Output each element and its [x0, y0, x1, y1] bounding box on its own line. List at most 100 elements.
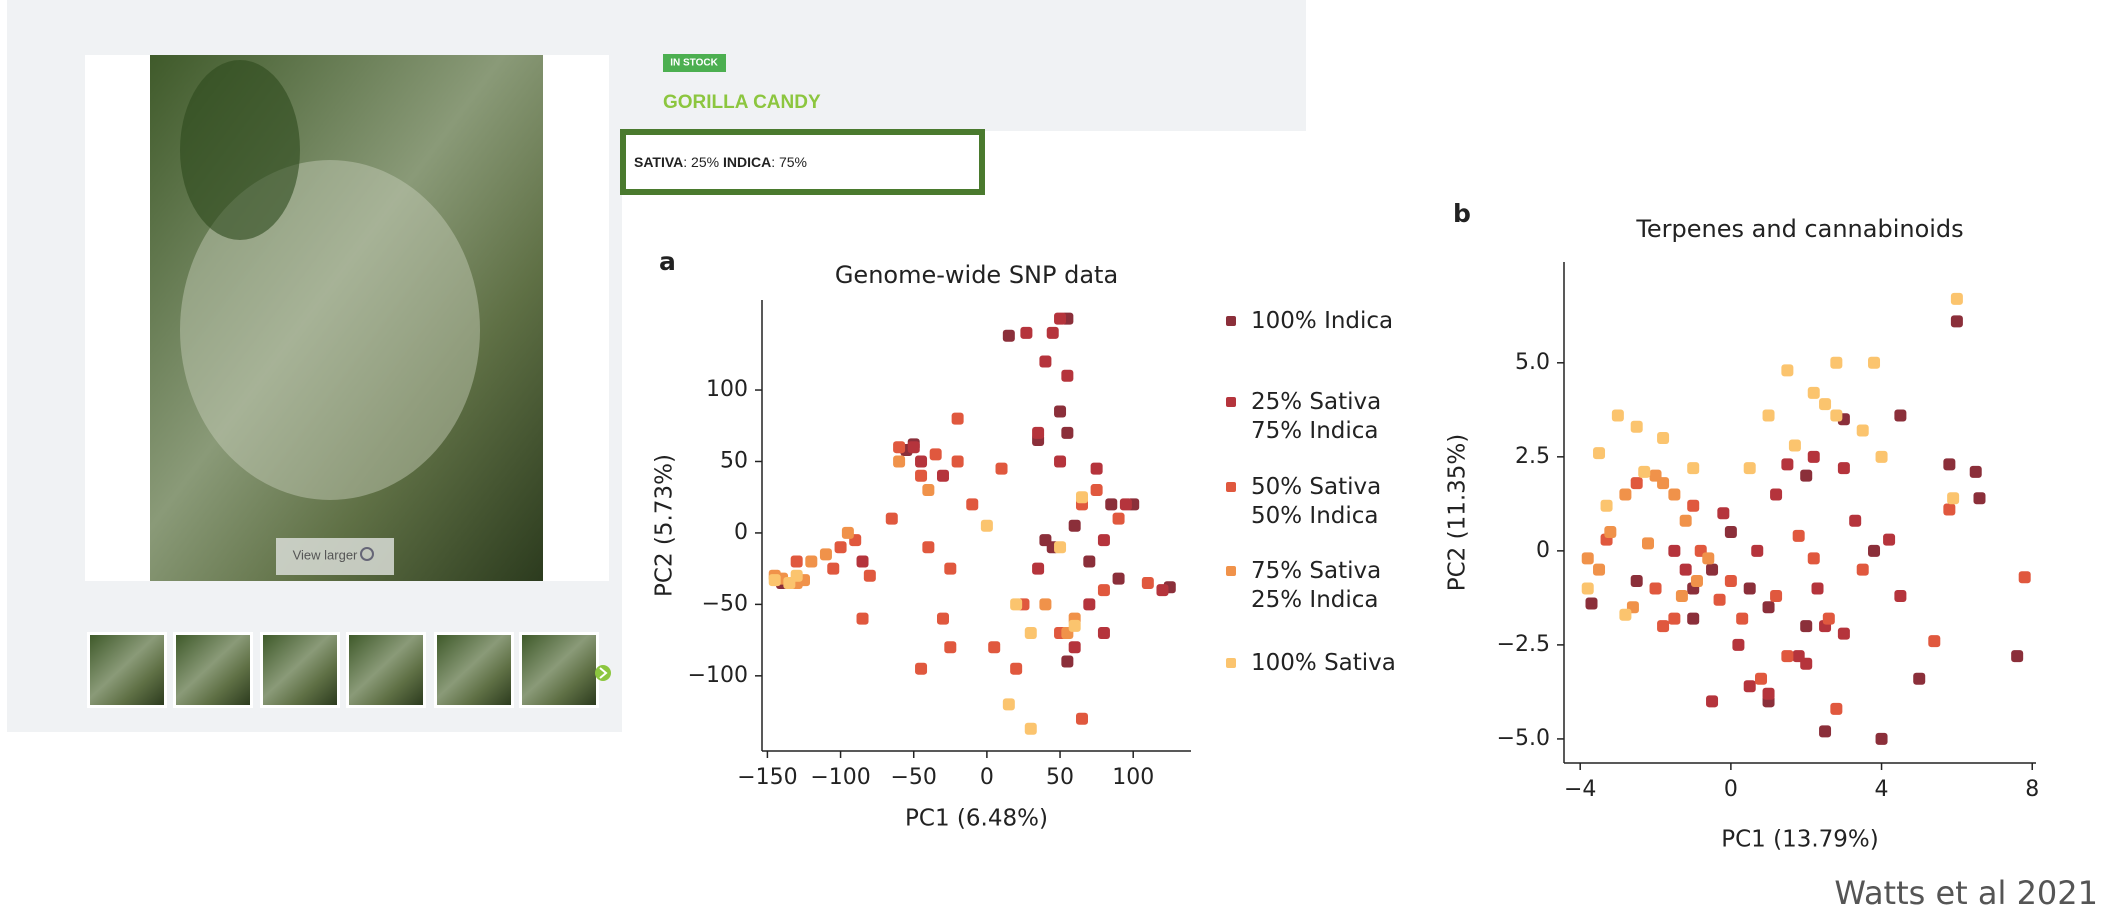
y-tick-label: 5.0 — [1515, 350, 1550, 375]
point — [929, 448, 942, 461]
point — [1611, 409, 1624, 422]
point — [1054, 455, 1067, 468]
y-tick-label: −2.5 — [1497, 632, 1550, 657]
point — [1868, 356, 1881, 369]
legend-label: 100% Indica — [1251, 308, 1393, 334]
point — [1947, 492, 1960, 505]
legend-label: 50% Sativa 50% Indica — [1251, 474, 1381, 529]
point — [1083, 598, 1096, 611]
indica-value: : 75% — [771, 154, 807, 170]
thumbnail — [437, 635, 511, 705]
point — [805, 555, 818, 568]
point — [951, 412, 964, 425]
point — [893, 441, 906, 454]
point — [1068, 641, 1081, 654]
point — [1969, 465, 1982, 478]
view-larger-button[interactable] — [276, 538, 394, 575]
y-tick-label: 100 — [706, 377, 748, 402]
y-axis-label: PC2 (5.73%) — [652, 454, 678, 597]
point — [1061, 655, 1074, 668]
point — [1875, 450, 1888, 463]
point — [1751, 544, 1764, 557]
point — [1668, 488, 1681, 501]
y-axis-label: PC2 (11.35%) — [1445, 434, 1471, 592]
y-tick-label: −5.0 — [1497, 726, 1550, 751]
point — [1724, 574, 1737, 587]
point — [1894, 590, 1907, 602]
point — [1083, 555, 1096, 568]
point — [856, 555, 869, 568]
thumbnails — [87, 632, 599, 708]
legend-label: 100% Sativa — [1251, 650, 1396, 676]
credit: Watts et al 2021 — [1834, 874, 2098, 912]
point — [1593, 447, 1606, 460]
x-tick-label: −100 — [810, 765, 870, 790]
y-tick-label: 0 — [734, 520, 748, 545]
point — [1800, 620, 1813, 633]
x-tick-label: 4 — [1875, 777, 1889, 802]
point — [951, 455, 964, 468]
thumbnail — [263, 635, 337, 705]
point — [1604, 526, 1617, 539]
sativa-label: SATIVA — [634, 154, 683, 170]
y-tick-label: −100 — [688, 663, 748, 688]
point — [1642, 537, 1655, 550]
point — [1002, 329, 1015, 342]
point — [1679, 514, 1692, 527]
point — [1770, 590, 1783, 602]
point — [988, 641, 1001, 654]
point — [1112, 512, 1125, 525]
product-name: GORILLA CANDY — [663, 92, 821, 113]
point — [1068, 519, 1081, 532]
point — [819, 548, 832, 561]
point — [1973, 492, 1986, 505]
point — [1075, 491, 1088, 504]
legend-marker — [1226, 482, 1236, 492]
sativa-value: : 25% — [683, 154, 723, 170]
point — [980, 519, 993, 532]
thumbnail — [176, 635, 250, 705]
point — [1856, 563, 1869, 576]
point — [922, 484, 935, 497]
next-arrow[interactable] — [595, 665, 611, 681]
point — [1770, 488, 1783, 501]
point — [995, 462, 1008, 475]
point — [1928, 635, 1941, 648]
panel-label: a — [659, 247, 676, 276]
view-larger-text: View larger — [293, 547, 358, 562]
legend-marker — [1226, 316, 1236, 326]
thumbnail — [90, 635, 164, 705]
point — [966, 498, 979, 511]
photo-highlight — [180, 160, 480, 500]
point — [1679, 563, 1692, 576]
point — [790, 555, 803, 568]
legend-marker — [1226, 566, 1236, 576]
x-tick-label: 100 — [1112, 765, 1154, 790]
point — [1090, 484, 1103, 497]
point — [1061, 369, 1074, 382]
point — [1913, 672, 1926, 685]
chart-title: Genome-wide SNP data — [835, 261, 1118, 289]
point — [1061, 426, 1074, 439]
point — [790, 569, 803, 582]
point — [1630, 574, 1643, 587]
x-axis-label: PC1 (13.79%) — [1721, 827, 1879, 853]
point — [1075, 712, 1088, 725]
point — [1883, 533, 1896, 546]
point — [944, 562, 957, 575]
indica-label: INDICA — [723, 154, 771, 170]
strain-ratio: SATIVA: 25% INDICA: 75% — [634, 154, 807, 170]
point — [1649, 582, 1662, 595]
legend-label: 25% Sativa 75% Indica — [1251, 389, 1381, 444]
point — [1800, 657, 1813, 670]
point — [907, 441, 920, 454]
point — [936, 612, 949, 625]
point — [1024, 722, 1037, 735]
point — [863, 569, 876, 582]
point — [1856, 424, 1869, 437]
y-tick-label: 50 — [720, 448, 748, 473]
x-tick-label: 0 — [980, 765, 994, 790]
point — [1687, 462, 1700, 475]
